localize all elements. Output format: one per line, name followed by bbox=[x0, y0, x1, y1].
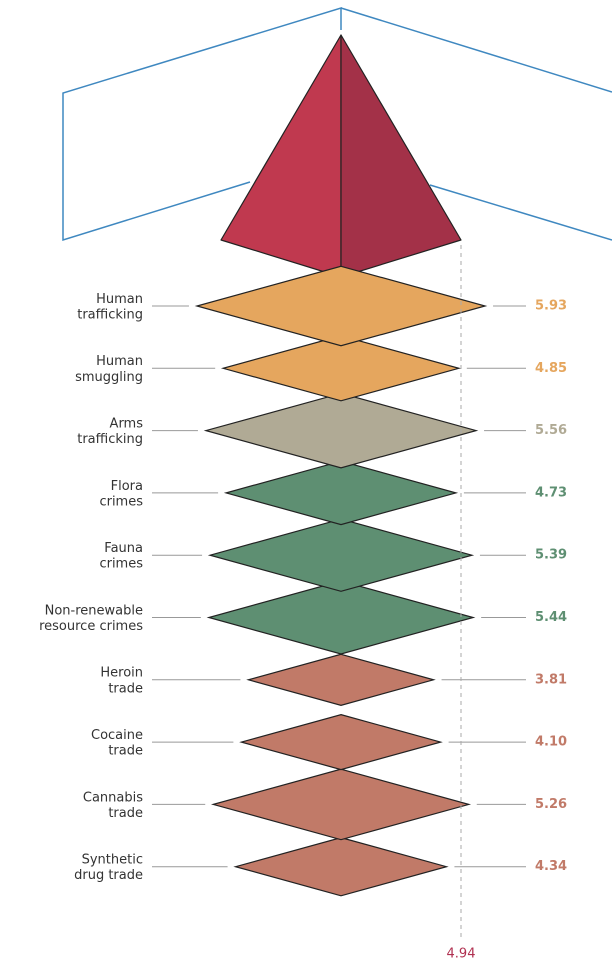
diamond bbox=[246, 653, 436, 706]
value-label: 5.26 bbox=[535, 797, 567, 812]
value-label: 5.44 bbox=[535, 610, 567, 625]
diamond bbox=[194, 265, 488, 347]
category-label: Fauna crimes bbox=[99, 541, 143, 572]
category-line: Fauna bbox=[104, 541, 143, 556]
row: Human trafficking 5.93 bbox=[77, 265, 567, 347]
category-line: Cocaine bbox=[91, 727, 143, 742]
row: Flora crimes 4.73 bbox=[99, 460, 567, 526]
category-label: Cannabis trade bbox=[83, 790, 143, 821]
category-label: Non-renewable resource crimes bbox=[39, 603, 143, 634]
diamond bbox=[203, 392, 479, 469]
category-line: Synthetic bbox=[82, 852, 143, 867]
category-label: Arms trafficking bbox=[77, 416, 143, 447]
category-label: Heroin trade bbox=[100, 665, 143, 696]
row: Non-renewable resource crimes 5.44 bbox=[39, 580, 567, 655]
category-line: drug trade bbox=[74, 868, 143, 883]
category-line: trade bbox=[108, 681, 143, 696]
diamond bbox=[239, 714, 443, 771]
category-line: trafficking bbox=[77, 307, 143, 322]
diamond bbox=[210, 768, 472, 841]
row: Fauna crimes 5.39 bbox=[99, 518, 567, 592]
category-label: Cocaine trade bbox=[91, 727, 143, 758]
value-label: 5.56 bbox=[535, 423, 567, 438]
category-line: crimes bbox=[99, 556, 143, 571]
category-label: Flora crimes bbox=[99, 478, 143, 509]
category-line: smuggling bbox=[75, 369, 143, 384]
value-label: 4.34 bbox=[535, 859, 567, 874]
diamond bbox=[207, 518, 475, 592]
category-line: resource crimes bbox=[39, 618, 143, 633]
row: Heroin trade 3.81 bbox=[100, 653, 567, 706]
reference-label: 4.94 bbox=[447, 947, 476, 962]
row: Human smuggling 4.85 bbox=[75, 335, 567, 402]
row: Arms trafficking 5.56 bbox=[77, 392, 567, 469]
category-label: Human smuggling bbox=[75, 354, 143, 385]
row: Cocaine trade 4.10 bbox=[91, 714, 567, 771]
category-label: Human trafficking bbox=[77, 291, 143, 322]
category-line: Flora bbox=[111, 478, 143, 493]
category-line: Heroin bbox=[100, 665, 143, 680]
category-line: Non-renewable bbox=[45, 603, 143, 618]
category-line: Cannabis bbox=[83, 790, 143, 805]
diamond bbox=[223, 460, 459, 526]
category-line: Human bbox=[96, 354, 143, 369]
diamond bbox=[220, 335, 462, 402]
diamond bbox=[233, 836, 449, 897]
category-line: trade bbox=[108, 743, 143, 758]
category-line: trafficking bbox=[77, 432, 143, 447]
row: Cannabis trade 5.26 bbox=[83, 768, 567, 841]
category-label: Synthetic drug trade bbox=[74, 852, 143, 883]
diamond bbox=[206, 580, 476, 655]
value-label: 5.39 bbox=[535, 548, 567, 563]
value-label: 4.10 bbox=[535, 735, 567, 750]
category-line: crimes bbox=[99, 494, 143, 509]
value-label: 5.93 bbox=[535, 299, 567, 314]
category-line: trade bbox=[108, 805, 143, 820]
value-label: 3.81 bbox=[535, 672, 567, 687]
category-line: Human bbox=[96, 291, 143, 306]
pyramid bbox=[220, 34, 462, 278]
value-label: 4.85 bbox=[535, 361, 567, 376]
row: Synthetic drug trade 4.34 bbox=[74, 836, 567, 897]
category-line: Arms bbox=[110, 416, 144, 431]
wireframe bbox=[62, 6, 612, 242]
value-label: 4.73 bbox=[535, 485, 567, 500]
